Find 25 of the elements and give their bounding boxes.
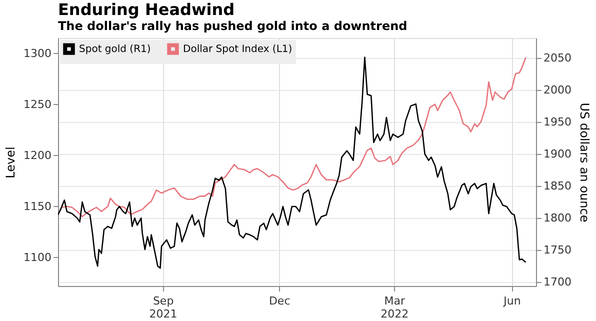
legend-label: Spot gold (R1)	[79, 44, 151, 56]
y2-tick-label: 2050	[544, 51, 572, 64]
y2-axis-title: US dollars an ounce	[577, 102, 592, 222]
x-tick-label: Dec	[268, 294, 290, 308]
y-tick-label: 1100	[24, 250, 52, 264]
y2-tick-label: 1750	[544, 244, 572, 257]
chart-subtitle: The dollar's rally has pushed gold into a downtrend	[58, 19, 408, 33]
y-tick-label: 1150	[24, 200, 52, 213]
legend-label: Dollar Spot Index (L1)	[183, 44, 292, 56]
y-tick-label: 1200	[24, 148, 52, 162]
y2-tick-label: 1900	[544, 147, 572, 160]
chart-title: Enduring Headwind	[58, 0, 235, 19]
y-tick-label: 1250	[24, 98, 52, 111]
y2-tick-label: 1800	[544, 212, 572, 225]
line-series	[58, 56, 526, 269]
y2-tick-label: 1850	[544, 180, 572, 193]
line-series	[58, 56, 526, 218]
y-axis-title: Level	[4, 146, 18, 178]
y-tick-label: 1300	[24, 46, 52, 60]
x-tick-label: Jun	[502, 294, 521, 308]
y2-tick-label: 1700	[544, 276, 572, 289]
x-tick-label: Sep 2021	[149, 294, 178, 320]
x-tick-label: Mar 2022	[380, 294, 409, 320]
y2-tick-label: 2000	[544, 83, 572, 96]
y2-tick-label: 1950	[544, 115, 572, 128]
